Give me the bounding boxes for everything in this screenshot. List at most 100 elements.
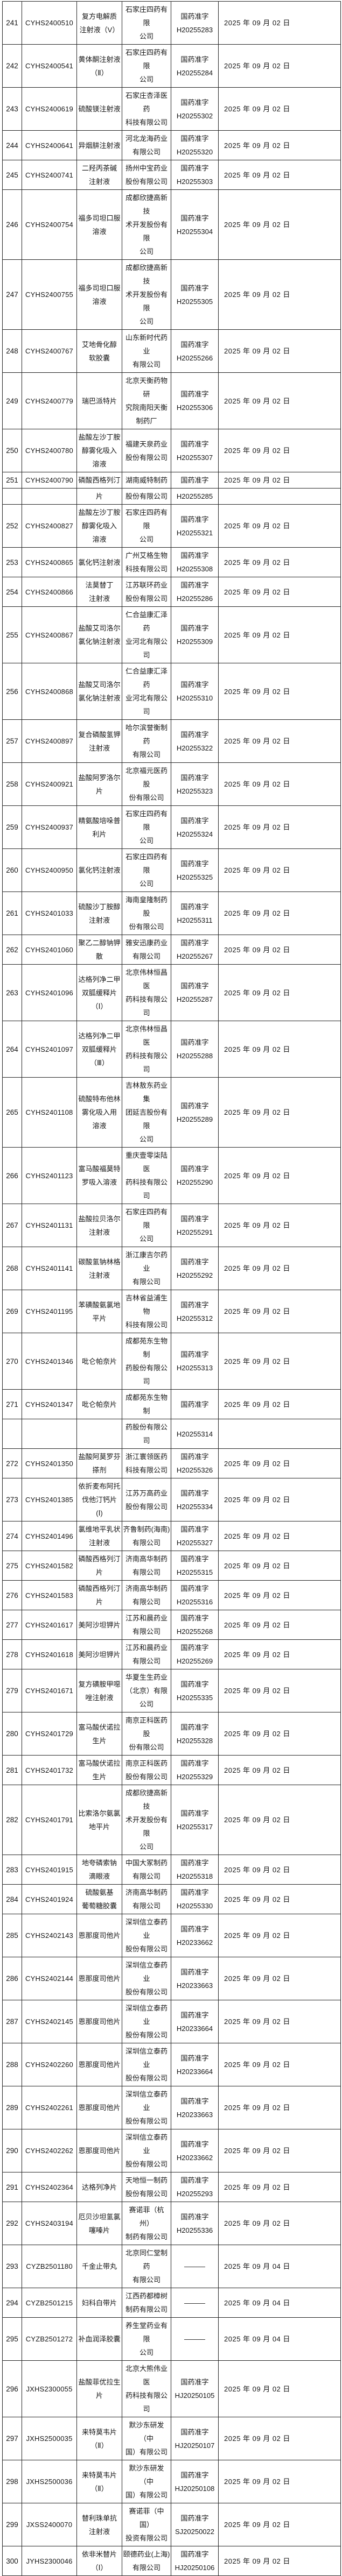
- row-number-cell: 247: [2, 259, 22, 330]
- row-number-cell: 291: [2, 2172, 22, 2202]
- row-number-cell: 287: [2, 2000, 22, 2043]
- drug-name-cell: 复合磷酸氢钾 注射液: [76, 719, 122, 763]
- table-row: 268 CYHS2401141 碳酸氢钠林格 注射液 浙江康吉尔药业 有限公司 国药准字…: [2, 1247, 341, 1290]
- acceptance-number-cell: CYHS2400827: [22, 504, 77, 548]
- company-name-cell: 成都苑东生物制: [122, 1389, 171, 1419]
- company-name-cell: 北京伟林恒昌医 药科技有限公司: [122, 964, 171, 1021]
- company-name-cell: 江西药都樟树 制药有限公司: [122, 2288, 171, 2318]
- company-name-cell: 颐德药业(上海) 有限公司: [122, 2546, 171, 2576]
- acceptance-number-cell: CYZB2501180: [22, 2245, 77, 2288]
- table-row: 282 CYHS2401791 比索洛尔氨氯 地平片 成都欣捷高新技 术开发股份有限 …: [2, 1785, 341, 1855]
- drug-name-cell: 瑞巴派特片: [76, 372, 122, 429]
- approval-date-cell: 2025 年 09 月 02 日: [218, 547, 341, 577]
- drug-name-cell: 富马酸伏诺拉 生片: [76, 1712, 122, 1756]
- company-name-cell: 山东新时代药业 有限公司: [122, 329, 171, 373]
- row-number-cell: 263: [2, 964, 22, 1021]
- approval-number-cell: 国药准字 H20255269: [171, 1639, 219, 1669]
- acceptance-number-cell: CYHS2402364: [22, 2172, 77, 2202]
- acceptance-number-cell: CYHS2401618: [22, 1639, 77, 1669]
- acceptance-number-cell: CYHS2401582: [22, 1551, 77, 1581]
- acceptance-number-cell: CYHS2401729: [22, 1712, 77, 1756]
- company-name-cell: 石家庄四药有限 公司: [122, 1, 171, 45]
- row-number-cell: 280: [2, 1712, 22, 1756]
- approval-number-cell: ———: [171, 2288, 219, 2318]
- table-row: 285 CYHS2402143 恩那度司他片 深圳信立泰药业 股份有限公司 国药准字 H…: [2, 1914, 341, 1957]
- company-name-cell: 石家庄四药有限 公司: [122, 1204, 171, 1247]
- table-row: 242 CYHS2400541 黄体酮注射液 （Ⅱ） 石家庄四药有限 公司 国药准字 H…: [2, 44, 341, 88]
- row-number-cell: 270: [2, 1333, 22, 1390]
- company-name-cell: 北京伟林恒昌医 药科技有限公司: [122, 1021, 171, 1078]
- row-number-cell: 252: [2, 504, 22, 548]
- acceptance-number-cell: CYHS2401385: [22, 1478, 77, 1521]
- approval-number-cell: 国药准字 H20255284: [171, 44, 219, 88]
- table-row: 249 CYHS2400779 瑞巴派特片 北京天衡药物研 究院南阳天衡 制药厂 国药准…: [2, 372, 341, 429]
- drug-name-cell: 妇科白带片: [76, 2288, 122, 2318]
- acceptance-number-cell: [22, 488, 77, 505]
- approval-number-cell: 国药准字 H20255291: [171, 1204, 219, 1247]
- drug-name-cell: 恩那度司他片: [76, 1914, 122, 1957]
- approval-number-cell: 国药准字 H20255326: [171, 1448, 219, 1478]
- approval-date-cell: 2025 年 09 月 02 日: [218, 1914, 341, 1957]
- drug-name-cell: 恩那度司他片: [76, 2043, 122, 2086]
- approval-date-cell: 2025 年 09 月 02 日: [218, 1521, 341, 1551]
- table-row: 284 CYHS2401924 硫酸氨基 葡萄糖胶囊 济南高华制药 有限公司 国药准字 …: [2, 1884, 341, 1914]
- acceptance-number-cell: CYHS2400921: [22, 762, 77, 806]
- company-name-cell: 江苏和晨药业 有限公司: [122, 1610, 171, 1640]
- table-row: 291 CYHS2402364 达格列净片 天地恒一制药 股份有限公司 国药准字 H20…: [2, 2172, 341, 2202]
- drug-name-cell: 美阿沙坦钾片: [76, 1639, 122, 1669]
- drug-name-cell: 氯化钙注射液: [76, 848, 122, 892]
- drug-name-cell: 盐酸艾司洛尔 氯化钠注射液: [76, 606, 122, 663]
- row-number-cell: 254: [2, 577, 22, 607]
- acceptance-number-cell: CYHS2401097: [22, 1021, 77, 1078]
- acceptance-number-cell: CYHS2401347: [22, 1389, 77, 1419]
- row-number-cell: 271: [2, 1389, 22, 1419]
- row-number-cell: 249: [2, 372, 22, 429]
- acceptance-number-cell: CYHS2400541: [22, 44, 77, 88]
- acceptance-number-cell: CYHS2401617: [22, 1610, 77, 1640]
- company-name-cell: 石家庄四药有限 公司: [122, 805, 171, 849]
- approval-number-cell: 国药准字 H20233663: [171, 1957, 219, 2000]
- approval-date-cell: 2025 年 09 月 02 日: [218, 2172, 341, 2202]
- approval-date-cell: 2025 年 09 月 02 日: [218, 429, 341, 472]
- drug-name-cell: 二羟丙茶碱 注射液: [76, 160, 122, 190]
- company-name-cell: 中国大冢制药 有限公司: [122, 1855, 171, 1885]
- drug-name-cell: 盐酸艾司洛尔 氯化钠注射液: [76, 663, 122, 720]
- row-number-cell: 286: [2, 1957, 22, 2000]
- row-number-cell: 244: [2, 130, 22, 160]
- company-name-cell: 深圳信立泰药业 股份有限公司: [122, 2129, 171, 2172]
- approval-number-cell: 国药准字 H20255323: [171, 762, 219, 806]
- approval-date-cell: 2025 年 09 月 02 日: [218, 1448, 341, 1478]
- approval-date-cell: 2025 年 09 月 02 日: [218, 1021, 341, 1078]
- company-name-cell: 湖南威特制药: [122, 472, 171, 489]
- row-number-cell: 272: [2, 1448, 22, 1478]
- drug-name-cell: 厄贝沙坦氢氯 噻嗪片: [76, 2202, 122, 2245]
- company-name-cell: 河北龙海药业 有限公司: [122, 130, 171, 160]
- drug-name-cell: [76, 1419, 122, 1449]
- acceptance-number-cell: CYHS2400865: [22, 547, 77, 577]
- acceptance-number-cell: CYHS2400780: [22, 429, 77, 472]
- row-number-cell: 293: [2, 2245, 22, 2288]
- approval-date-cell: 2025 年 09 月 02 日: [218, 1712, 341, 1756]
- approval-date-cell: 2025 年 09 月 02 日: [218, 1580, 341, 1610]
- table-row: 252 CYHS2400827 盐酸左沙丁胺 醇雾化吸入 溶液 石家庄四药有限 公司国…: [2, 504, 341, 548]
- acceptance-number-cell: CYHS2401791: [22, 1785, 77, 1855]
- acceptance-number-cell: CYHS2400937: [22, 805, 77, 849]
- approval-number-cell: 国药准字 H20255313: [171, 1333, 219, 1390]
- approval-number-cell: 国药准字 H20255311: [171, 891, 219, 935]
- table-row: 272 CYHS2401350 盐酸阿莫罗芬 搽剂 浙江寰领医药 科技有限公司 国药准字…: [2, 1448, 341, 1478]
- company-name-cell: 成都欣捷高新技 术开发股份有限 公司: [122, 1785, 171, 1855]
- table-row: 287 CYHS2402145 恩那度司他片 深圳信立泰药业 股份有限公司 国药准字 H…: [2, 2000, 341, 2043]
- acceptance-number-cell: JXHS2300055: [22, 2360, 77, 2417]
- drug-name-cell: 吡仑帕奈片: [76, 1333, 122, 1390]
- drug-name-cell: 千金止带丸: [76, 2245, 122, 2288]
- table-row: 293 CYZB2501180 千金止带丸 北京同仁堂制药 有限公司 ——— 2025 年…: [2, 2245, 341, 2288]
- approval-date-cell: 2025 年 09 月 02 日: [218, 1247, 341, 1290]
- row-number-cell: 279: [2, 1669, 22, 1712]
- approval-number-cell: 国药准字 HJ20250108: [171, 2460, 219, 2503]
- acceptance-number-cell: CYHS2402260: [22, 2043, 77, 2086]
- table-row: 274 CYHS2401496 氯维地平乳状 注射液 齐鲁制药(海南) 有限公司 国药准…: [2, 1521, 341, 1551]
- acceptance-number-cell: CYHS2401123: [22, 1147, 77, 1204]
- approval-date-cell: 2025 年 09 月 02 日: [218, 1669, 341, 1712]
- approval-number-cell: ———: [171, 2317, 219, 2361]
